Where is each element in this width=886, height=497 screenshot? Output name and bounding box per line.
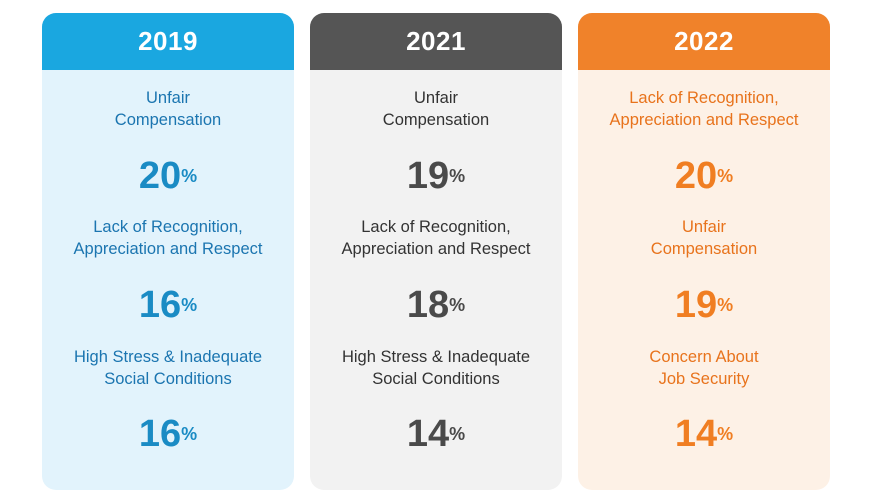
item-value: 20% [578,156,830,196]
label-line: High Stress & Inadequate [73,348,263,366]
label-line: Appreciation and Respect [609,111,799,129]
item-label: Lack of Recognition, Appreciation and Re… [310,216,562,260]
item-label: Lack of Recognition, Appreciation and Re… [42,216,294,260]
card-year: 2021 [406,26,466,56]
value-unit: % [449,295,466,315]
value-unit: % [181,424,198,444]
item-value: 18% [310,285,562,325]
card-2022: 2022 Lack of Recognition, Appreciation a… [578,13,830,490]
card-header: 2022 [578,13,830,70]
item-label: Unfair Compensation [578,216,830,260]
label-line: Lack of Recognition, [361,218,511,236]
item-value: 19% [578,285,830,325]
card-2021: 2021 Unfair Compensation 19% Lack of Rec… [310,13,562,490]
item-value: 16% [42,285,294,325]
item-label: Unfair Compensation [42,87,294,131]
value-number: 18 [406,284,450,326]
label-line: Appreciation and Respect [341,240,531,258]
item-value: 20% [42,156,294,196]
card-body: Unfair Compensation 20% Lack of Recognit… [42,70,294,490]
card-year: 2022 [674,26,734,56]
value-number: 20 [674,155,718,197]
label-line: Job Security [658,370,750,388]
label-line: Concern About [649,348,759,366]
label-line: Unfair [413,89,458,107]
item-value: 16% [42,414,294,454]
value-number: 14 [674,413,718,455]
label-line: Compensation [650,240,758,258]
label-line: Social Conditions [104,370,232,388]
label-line: Lack of Recognition, [93,218,243,236]
item-value: 14% [310,414,562,454]
label-line: High Stress & Inadequate [341,348,531,366]
label-line: Compensation [382,111,490,129]
label-line: Compensation [114,111,222,129]
value-number: 19 [674,284,718,326]
card-header: 2021 [310,13,562,70]
item-label: Lack of Recognition, Appreciation and Re… [578,87,830,131]
item-label: Concern About Job Security [578,346,830,390]
value-unit: % [717,424,734,444]
value-unit: % [717,166,734,186]
label-line: Unfair [681,218,726,236]
value-unit: % [181,295,198,315]
value-number: 16 [138,413,182,455]
value-unit: % [449,424,466,444]
card-2019: 2019 Unfair Compensation 20% Lack of Rec… [42,13,294,490]
value-number: 14 [406,413,450,455]
item-label: High Stress & Inadequate Social Conditio… [310,346,562,390]
card-header: 2019 [42,13,294,70]
label-line: Appreciation and Respect [73,240,263,258]
item-value: 19% [310,156,562,196]
label-line: Lack of Recognition, [629,89,779,107]
item-label: Unfair Compensation [310,87,562,131]
card-body: Unfair Compensation 19% Lack of Recognit… [310,70,562,490]
label-line: Social Conditions [372,370,500,388]
value-unit: % [449,166,466,186]
value-number: 19 [406,155,450,197]
card-body: Lack of Recognition, Appreciation and Re… [578,70,830,490]
value-number: 16 [138,284,182,326]
item-label: High Stress & Inadequate Social Conditio… [42,346,294,390]
value-unit: % [181,166,198,186]
card-year: 2019 [138,26,198,56]
label-line: Unfair [145,89,190,107]
value-unit: % [717,295,734,315]
value-number: 20 [138,155,182,197]
item-value: 14% [578,414,830,454]
